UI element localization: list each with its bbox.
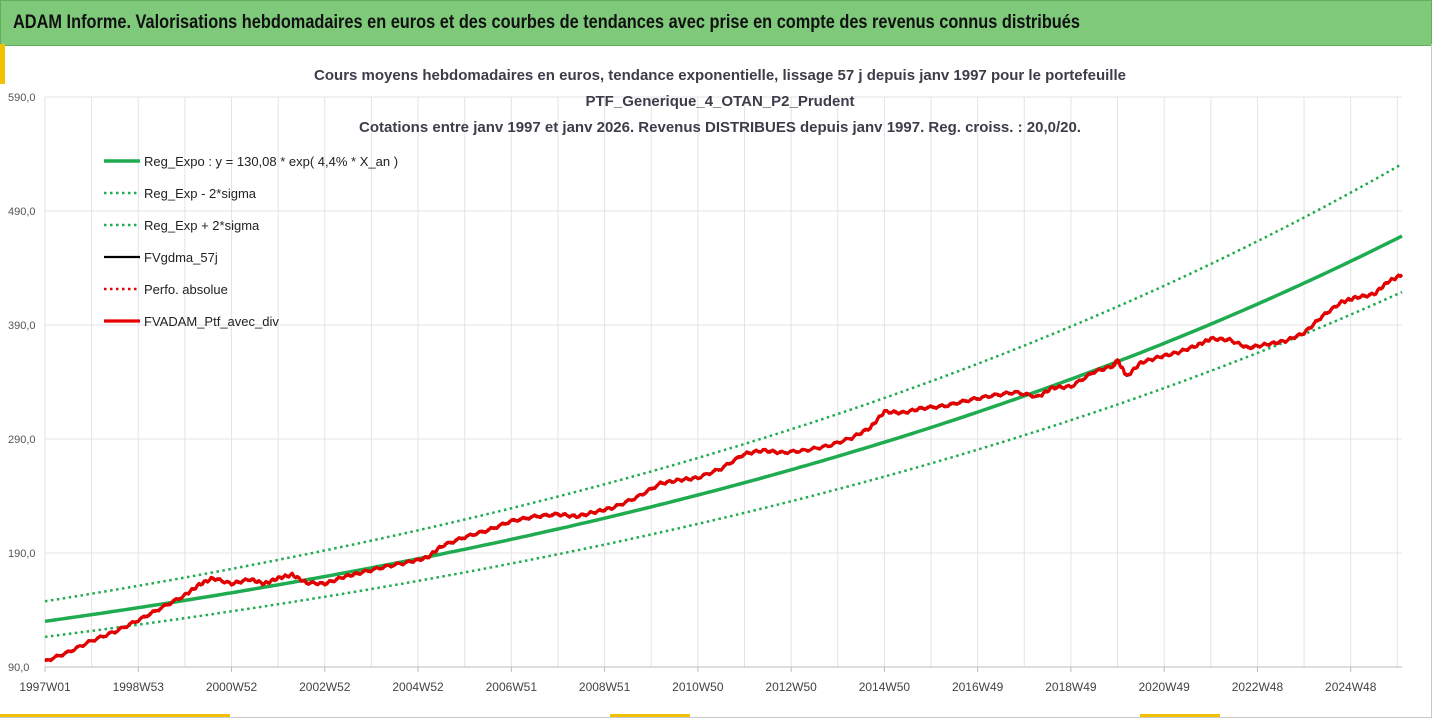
- legend-entry: FVADAM_Ptf_avec_div: [144, 314, 279, 329]
- corner-mark-top: [0, 44, 5, 84]
- page-title: ADAM Informe. Valorisations hebdomadaire…: [13, 12, 1080, 33]
- corner-mark-left: [0, 714, 230, 717]
- x-tick-label: 2002W52: [299, 680, 351, 694]
- x-tick-label: 2020W49: [1138, 680, 1190, 694]
- chart-title-line: PTF_Generique_4_OTAN_P2_Prudent: [586, 93, 855, 110]
- y-tick-label: 290,0: [8, 434, 36, 446]
- corner-mark-right: [1140, 714, 1220, 717]
- legend-entry: FVgdma_57j: [144, 250, 218, 265]
- legend-entry: Perfo. absolue: [144, 282, 228, 297]
- header-banner: ADAM Informe. Valorisations hebdomadaire…: [0, 0, 1432, 46]
- chart-title-line: Cotations entre janv 1997 et janv 2026. …: [359, 119, 1081, 136]
- x-tick-label: 2022W48: [1232, 680, 1284, 694]
- y-tick-label: 390,0: [8, 320, 36, 332]
- x-tick-label: 2004W52: [392, 680, 444, 694]
- corner-mark-mid: [610, 714, 690, 717]
- legend-entry: Reg_Expo : y = 130,08 * exp( 4,4% * X_an…: [144, 154, 398, 169]
- chart-area: 90,0 190,0 290,0 390,0 490,0 590,0 1997W01 1998…: [8, 67, 1404, 694]
- chart-frame: 90,0 190,0 290,0 390,0 490,0 590,0 1997W01 1998…: [0, 44, 1432, 718]
- x-tick-label: 2016W49: [952, 680, 1004, 694]
- x-tick-label: 2000W52: [206, 680, 258, 694]
- series-reg-expo: [44, 234, 1403, 624]
- series-reg-exp-minus-2sigma: [44, 290, 1403, 639]
- y-tick-label: 190,0: [8, 548, 36, 560]
- x-tick-label: 2012W50: [765, 680, 817, 694]
- legend-entry: Reg_Exp - 2*sigma: [144, 186, 257, 201]
- series-perfo-absolue: [44, 273, 1403, 663]
- x-tick-label: 2008W51: [579, 680, 631, 694]
- legend-entry: Reg_Exp + 2*sigma: [144, 218, 260, 233]
- series-reg-exp-plus-2sigma: [44, 162, 1403, 603]
- x-tick-label: 2014W50: [859, 680, 911, 694]
- y-tick-label: 590,0: [8, 92, 36, 104]
- x-tick-label: 1998W53: [113, 680, 165, 694]
- x-tick-label: 2024W48: [1325, 680, 1377, 694]
- x-tick-label: 2018W49: [1045, 680, 1097, 694]
- chart-title-line: Cours moyens hebdomadaires en euros, ten…: [314, 67, 1126, 84]
- x-tick-label: 2010W50: [672, 680, 724, 694]
- y-tick-label: 90,0: [8, 662, 29, 674]
- y-tick-label: 490,0: [8, 206, 36, 218]
- x-tick-label: 1997W01: [19, 680, 71, 694]
- x-tick-label: 2006W51: [486, 680, 538, 694]
